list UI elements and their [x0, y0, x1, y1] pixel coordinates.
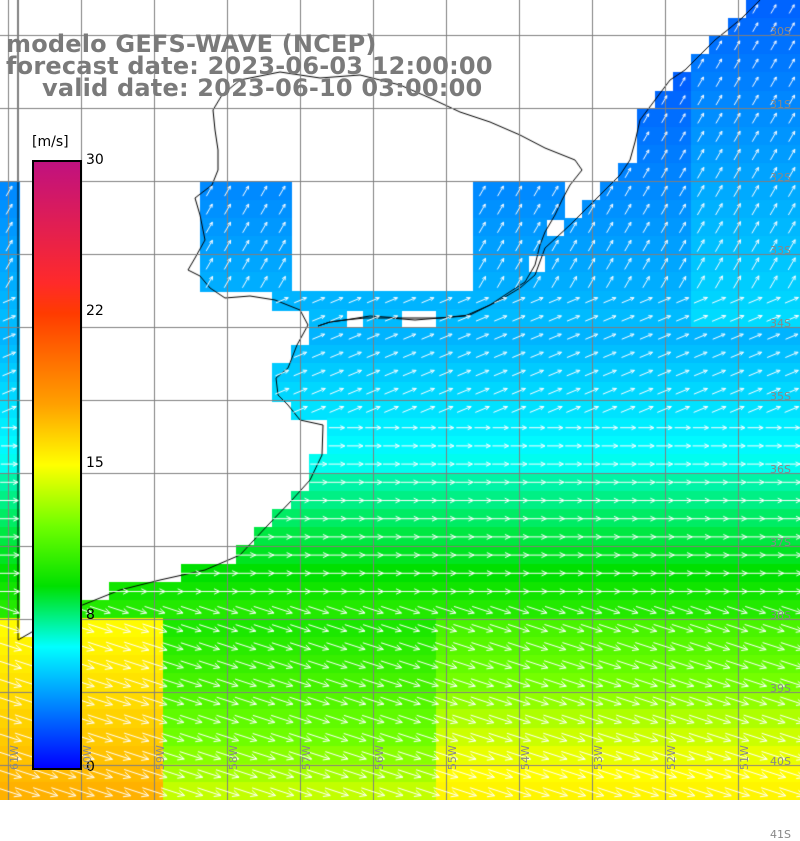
longitude-label: 53W: [592, 745, 605, 770]
colorbar-tick-30: 30: [86, 152, 104, 168]
latitude-label: 36S: [770, 463, 791, 476]
longitude-label: 52W: [665, 745, 678, 770]
latitude-label: 40S: [770, 755, 791, 768]
longitude-label: 51W: [738, 745, 751, 770]
longitude-label: 56W: [373, 745, 386, 770]
longitude-label: 54W: [519, 745, 532, 770]
latitude-label: 33S: [770, 244, 791, 257]
colorbar-tick-15: 15: [86, 455, 104, 471]
wind-speed-colorbar: [32, 160, 82, 770]
latitude-label: 32S: [770, 171, 791, 184]
longitude-label: 59W: [154, 745, 167, 770]
model-title: modelo GEFS-WAVE (NCEP): [6, 30, 377, 58]
longitude-label: 57W: [300, 745, 313, 770]
longitude-label: 60W: [81, 745, 94, 770]
colorbar-tick-8: 8: [86, 607, 95, 623]
valid-date-text: valid date: 2023-06-10 03:00:00: [42, 74, 483, 102]
forecast-date-text: forecast date: 2023-06-03 12:00:00: [6, 52, 493, 80]
longitude-label: 58W: [227, 745, 240, 770]
latitude-label: 31S: [770, 98, 791, 111]
longitude-label: 55W: [446, 745, 459, 770]
colorbar-tick-22: 22: [86, 303, 104, 319]
latitude-label: 37S: [770, 536, 791, 549]
latitude-label: 41S: [770, 828, 791, 841]
colorbar-tick-0: 0: [86, 759, 95, 775]
latitude-label: 30S: [770, 25, 791, 38]
latitude-label: 39S: [770, 682, 791, 695]
latitude-label: 38S: [770, 609, 791, 622]
wind-speed-map: [0, 0, 800, 800]
latitude-label: 35S: [770, 390, 791, 403]
longitude-label: 61W: [8, 745, 21, 770]
latitude-label: 34S: [770, 317, 791, 330]
colorbar-unit-label: [m/s]: [32, 134, 69, 150]
